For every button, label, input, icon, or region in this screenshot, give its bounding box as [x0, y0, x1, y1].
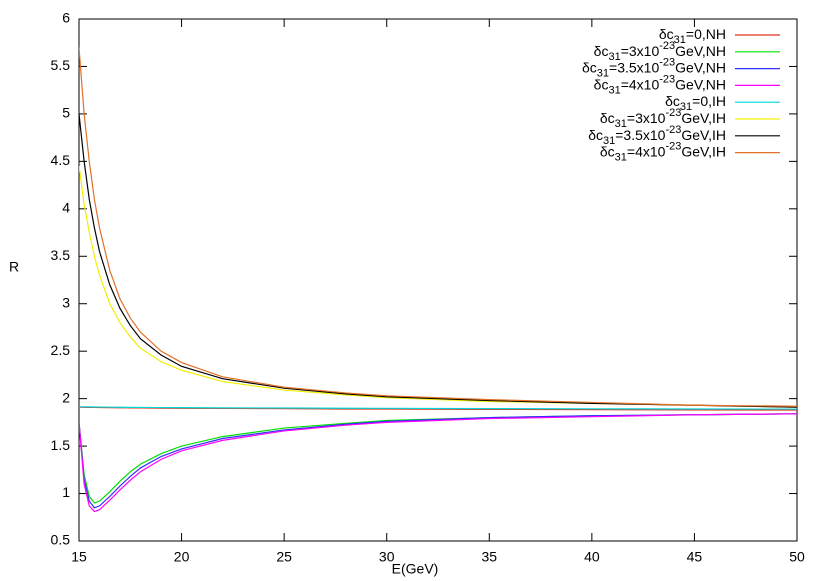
y-tick-label: 3.5 [51, 247, 71, 263]
series-line [79, 47, 797, 407]
y-axis-label: R [9, 259, 19, 275]
y-tick-label: 2.5 [51, 342, 71, 358]
series-line [79, 413, 797, 504]
y-tick-label: 0.5 [51, 532, 71, 548]
series-line [79, 413, 797, 513]
x-tick-label: 50 [789, 549, 805, 565]
series-line [79, 406, 797, 410]
legend-label: δc31=3x10-23GeV,IH [600, 107, 726, 130]
y-tick-label: 5 [62, 105, 70, 121]
x-tick-label: 25 [276, 549, 292, 565]
legend-label: δc31=4x10-23GeV,NH [594, 73, 726, 96]
y-tick-label: 2 [62, 389, 70, 405]
x-axis-label: E(GeV) [392, 561, 439, 577]
y-tick-label: 3 [62, 294, 70, 310]
legend-label: δc31=3.5x10-23GeV,IH [588, 124, 726, 147]
x-tick-label: 40 [584, 549, 600, 565]
y-tick-label: 4 [62, 200, 70, 216]
y-tick-label: 5.5 [51, 57, 71, 73]
y-tick-label: 1 [62, 484, 70, 500]
series-line [79, 113, 797, 408]
legend-label: δc31=0,NH [659, 26, 726, 46]
x-tick-label: 15 [71, 549, 87, 565]
legend-label: δc31=0,IH [665, 93, 726, 113]
y-tick-label: 4.5 [51, 152, 71, 168]
y-tick-label: 1.5 [51, 437, 71, 453]
legend-label: δc31=3.5x10-23GeV,NH [582, 57, 726, 80]
legend-label: δc31=3x10-23GeV,NH [594, 40, 726, 63]
plot-border [78, 18, 798, 542]
series-line [79, 166, 797, 408]
legend-label: δc31=4x10-23GeV,IH [600, 141, 726, 164]
series-line [79, 413, 797, 509]
x-tick-label: 20 [174, 549, 190, 565]
x-tick-label: 35 [481, 549, 497, 565]
x-tick-label: 45 [687, 549, 703, 565]
x-tick-label: 30 [379, 549, 395, 565]
y-tick-label: 6 [62, 10, 70, 26]
